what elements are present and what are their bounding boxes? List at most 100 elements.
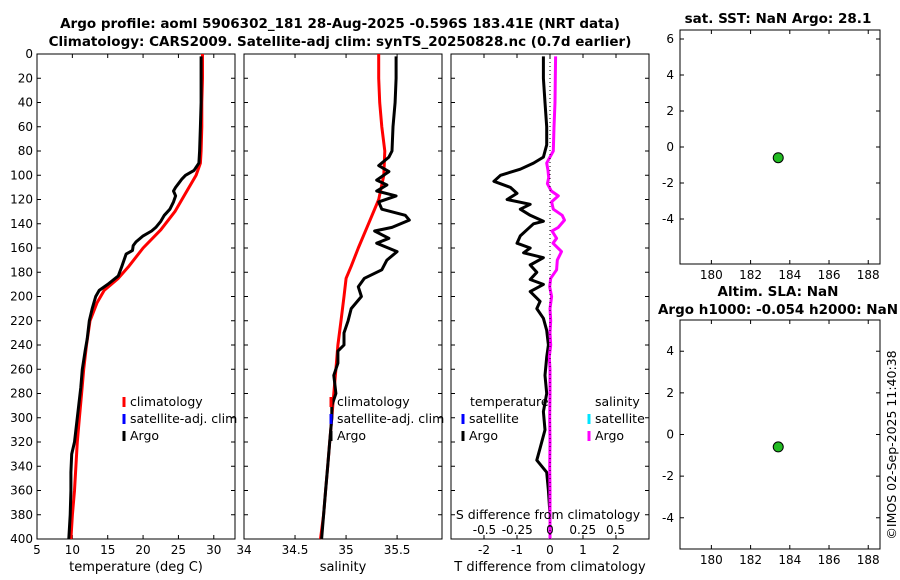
difference-legend-temperature-item: satellite	[469, 411, 519, 426]
depth-tick-label: 360	[10, 484, 33, 498]
difference-xtick-label: 2	[612, 543, 620, 557]
salinity-legend-item: climatology	[337, 394, 410, 409]
difference-legend-temperature-heading: temperature	[470, 394, 549, 409]
temperature-series-argo	[67, 56, 203, 540]
salinity-xtick-label: 34	[236, 543, 251, 557]
sla-axes-frame	[679, 319, 881, 550]
sla-xtick-label: 180	[700, 553, 723, 567]
difference-xtick-label: -2	[478, 543, 490, 557]
salinity-xlabel: salinity	[320, 560, 367, 575]
depth-tick-label: 20	[18, 71, 33, 85]
depth-tick-label: 340	[10, 459, 33, 473]
panel-difference: -2 -1 0 1 2 T difference from climatology S di…	[450, 53, 650, 575]
difference-legend-salinity-heading: salinity	[595, 394, 640, 409]
sla-xtick-label: 186	[818, 553, 841, 567]
difference-top-xlabel: S difference from climatology	[456, 507, 641, 522]
sst-axes-frame	[679, 29, 881, 265]
sla-ytick-label: 4	[666, 344, 674, 358]
sla-ytick-label: -4	[662, 511, 674, 525]
temperature-xtick-label: 15	[100, 543, 115, 557]
difference-top-xtick-label: -0.5	[473, 523, 496, 537]
sla-xtick-label: 184	[778, 553, 801, 567]
salinity-legend-item: satellite-adj. clim	[337, 411, 444, 426]
difference-xtick-label: 0	[546, 543, 554, 557]
sst-ytick-label: 2	[666, 104, 674, 118]
depth-tick-label: 240	[10, 338, 33, 352]
sla-location-marker	[772, 441, 784, 453]
sst-ytick-label: 4	[666, 68, 674, 82]
difference-xlabel: T difference from climatology	[453, 560, 646, 575]
difference-top-xtick-label: 0.25	[569, 523, 596, 537]
salinity-xtick-label: 35	[338, 543, 353, 557]
temperature-xtick-label: 5	[33, 543, 41, 557]
difference-legend-temperature-item: Argo	[469, 428, 498, 443]
figure-title-line2: Climatology: CARS2009. Satellite-adj cli…	[49, 34, 632, 50]
temperature-legend-item: climatology	[130, 394, 203, 409]
depth-tick-label: 160	[10, 241, 33, 255]
temperature-xlabel: temperature (deg C)	[69, 560, 203, 575]
difference-series-temperature-argo	[492, 56, 552, 539]
sst-ytick-label: -2	[662, 176, 674, 190]
depth-tick-label: 0	[25, 47, 33, 61]
depth-tick-label: 220	[10, 314, 33, 328]
sla-xtick-label: 182	[739, 553, 762, 567]
depth-tick-label: 80	[18, 144, 33, 158]
sst-ytick-label: 6	[666, 32, 674, 46]
sst-xtick-label: 188	[857, 268, 880, 282]
temperature-legend-item: Argo	[130, 428, 159, 443]
sst-xtick-label: 180	[700, 268, 723, 282]
temperature-axes-frame	[36, 53, 236, 540]
sst-ytick-label: -4	[662, 212, 674, 226]
timestamp-label: ©IMOS 02-Sep-2025 11:40:38	[884, 350, 899, 539]
difference-series-salinity-argo	[545, 56, 566, 539]
depth-tick-label: 380	[10, 508, 33, 522]
sla-xtick-label: 188	[857, 553, 880, 567]
sst-xtick-label: 184	[778, 268, 801, 282]
difference-legend-salinity-item: satellite	[595, 411, 645, 426]
difference-legend-salinity-item: Argo	[595, 428, 624, 443]
sla-panel-subtitle: Argo h1000: -0.054 h2000: NaN	[658, 302, 898, 318]
salinity-series-argo	[320, 56, 411, 540]
sst-location-marker	[772, 152, 784, 164]
depth-tick-label: 100	[10, 168, 33, 182]
temperature-xtick-label: 20	[135, 543, 150, 557]
sst-panel-title: sat. SST: NaN Argo: 28.1	[685, 11, 872, 27]
salinity-xtick-label: 35.5	[384, 543, 411, 557]
sla-ytick-label: -2	[662, 469, 674, 483]
sla-ytick-label: 2	[666, 386, 674, 400]
panel-temperature: 0 20 40 60 80 100 120 140 160 180 200 220 240 260 280 3…	[10, 47, 237, 575]
salinity-legend-item: Argo	[337, 428, 366, 443]
temperature-xtick-label: 25	[171, 543, 186, 557]
salinity-xtick-label: 34.5	[282, 543, 309, 557]
panel-salinity: 34 34.5 35 35.5 salinity climatology satellite…	[236, 53, 444, 575]
depth-tick-label: 60	[18, 120, 33, 134]
depth-tick-label: 140	[10, 217, 33, 231]
depth-tick-label: 180	[10, 265, 33, 279]
temperature-legend-item: satellite-adj. clim	[130, 411, 237, 426]
temperature-xtick-label: 10	[65, 543, 80, 557]
plot-area: 0204060801001201401601802002202402602803…	[10, 29, 881, 575]
sla-ytick-label: 0	[666, 428, 674, 442]
sla-panel-title: Altim. SLA: NaN	[718, 284, 839, 300]
difference-top-xtick-label: 0.5	[606, 523, 625, 537]
difference-top-xtick-label: 0	[546, 523, 554, 537]
sst-ytick-label: 0	[666, 140, 674, 154]
depth-tick-label: 120	[10, 193, 33, 207]
depth-tick-label: 300	[10, 411, 33, 425]
sst-xtick-label: 186	[818, 268, 841, 282]
depth-tick-label: 260	[10, 362, 33, 376]
depth-tick-label: 200	[10, 290, 33, 304]
figure-title-line1: Argo profile: aoml 5906302_181 28-Aug-20…	[60, 16, 620, 32]
panel-sla: -4 -2 0 2 4 180 182 184 186 188	[662, 319, 881, 567]
difference-xtick-label: -1	[511, 543, 523, 557]
depth-tick-label: 280	[10, 387, 33, 401]
temperature-xtick-label: 30	[206, 543, 221, 557]
panel-sst: -4 -2 0 2 4 6 180 182 184 186 188	[662, 29, 881, 282]
depth-tick-label: 320	[10, 435, 33, 449]
sst-xtick-label: 182	[739, 268, 762, 282]
difference-top-xtick-label: -0.25	[502, 523, 533, 537]
difference-xtick-label: 1	[579, 543, 587, 557]
depth-tick-label: 400	[10, 532, 33, 546]
depth-tick-label: 40	[18, 96, 33, 110]
